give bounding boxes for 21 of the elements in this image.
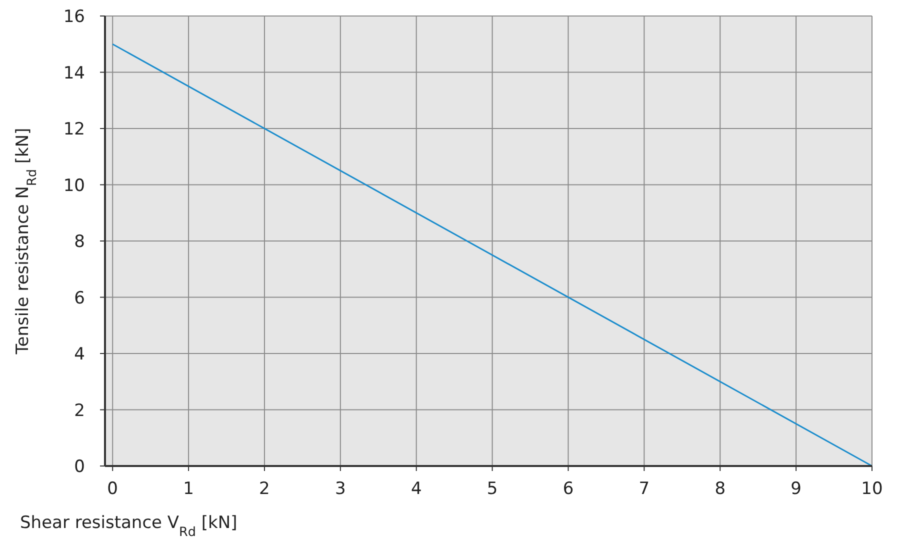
x-tick-label: 2 [259,479,270,499]
y-tick-label: 2 [74,400,85,421]
x-tick-label: 3 [335,479,346,499]
x-tick-label: 6 [562,479,574,499]
x-tick-label: 1 [183,479,194,499]
x-tick-label: 8 [714,479,726,499]
x-tick-label: 10 [861,479,883,499]
x-tick-label: 5 [486,479,498,499]
y-tick-label: 12 [63,120,85,140]
x-tick-label: 7 [638,479,650,499]
y-tick-label: 14 [63,63,85,84]
y-tick-label: 6 [74,288,85,308]
y-tick-label: 8 [74,232,85,252]
x-tick-label: 4 [410,479,422,499]
y-tick-label: 10 [63,176,85,196]
y-tick-label: 0 [74,457,85,477]
x-axis-title: Shear resistance V$_{Rd}$ [kN] [20,513,238,540]
x-tick-label: 9 [790,479,802,499]
y-tick-label: 16 [63,7,85,27]
x-tick-label: 0 [107,479,118,499]
y-tick-label: 4 [74,344,85,364]
